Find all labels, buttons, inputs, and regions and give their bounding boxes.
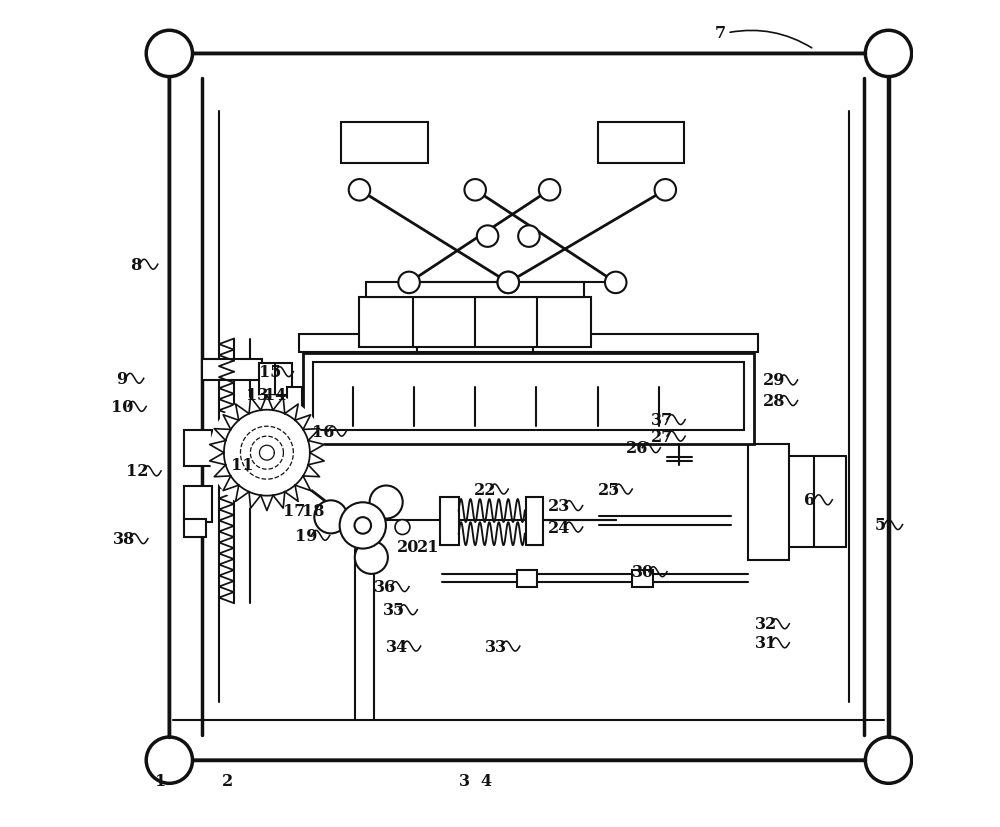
Bar (313, 362, 744, 430)
Text: 26: 26 (626, 440, 648, 457)
Bar (303, 354, 754, 445)
Text: 18: 18 (302, 503, 324, 519)
Text: 29: 29 (763, 372, 785, 389)
Text: 3: 3 (459, 772, 470, 790)
Text: 27: 27 (650, 428, 673, 445)
Bar (748, 445, 789, 561)
Text: 22: 22 (474, 481, 496, 498)
Text: 38: 38 (113, 530, 135, 547)
Circle shape (349, 179, 370, 201)
Circle shape (518, 226, 540, 247)
Text: 16: 16 (312, 423, 334, 440)
Bar (359, 298, 591, 347)
Text: 28: 28 (763, 393, 785, 409)
Text: 19: 19 (295, 527, 317, 544)
Circle shape (865, 31, 912, 78)
Bar (184, 519, 206, 538)
Text: 6: 6 (804, 492, 815, 509)
Text: 20: 20 (397, 538, 419, 556)
FancyBboxPatch shape (169, 55, 889, 760)
Bar (526, 498, 543, 546)
Circle shape (464, 179, 486, 201)
Text: 9: 9 (116, 370, 127, 387)
Circle shape (340, 503, 386, 549)
Bar (598, 123, 684, 165)
Text: 4: 4 (480, 772, 491, 790)
Bar (341, 123, 428, 165)
Bar (299, 334, 758, 352)
Text: 36: 36 (374, 578, 396, 595)
Circle shape (398, 272, 420, 294)
Bar (517, 571, 537, 587)
Text: 17: 17 (283, 503, 305, 519)
Bar (632, 571, 653, 587)
Text: 37: 37 (650, 412, 673, 428)
Bar (184, 430, 212, 466)
Text: 23: 23 (548, 498, 570, 514)
Bar (184, 486, 212, 523)
Circle shape (865, 737, 912, 783)
Text: 25: 25 (598, 481, 620, 498)
Text: 2: 2 (221, 772, 233, 790)
Text: 10: 10 (111, 399, 134, 415)
Circle shape (498, 272, 519, 294)
Circle shape (655, 179, 676, 201)
Text: 35: 35 (383, 601, 405, 619)
Text: 33: 33 (485, 638, 507, 655)
Circle shape (146, 737, 193, 783)
Text: 7: 7 (715, 26, 726, 42)
Text: 12: 12 (126, 463, 149, 480)
Text: 13: 13 (246, 387, 268, 404)
Circle shape (146, 31, 193, 78)
Bar (440, 498, 459, 546)
Circle shape (355, 518, 371, 534)
Bar (287, 387, 302, 420)
Text: 31: 31 (755, 634, 777, 652)
Text: 5: 5 (874, 517, 886, 533)
Circle shape (539, 179, 560, 201)
Text: 8: 8 (130, 256, 141, 274)
Circle shape (498, 272, 519, 294)
Circle shape (395, 520, 410, 535)
Text: 15: 15 (259, 364, 281, 380)
Text: 24: 24 (548, 519, 570, 536)
Text: 21: 21 (417, 538, 440, 556)
Circle shape (209, 395, 325, 511)
Text: 1: 1 (155, 772, 167, 790)
Circle shape (370, 486, 403, 519)
Text: 11: 11 (231, 457, 254, 473)
Bar (202, 360, 262, 380)
Circle shape (605, 272, 626, 294)
Circle shape (355, 541, 388, 574)
Bar (366, 283, 584, 298)
Bar (259, 364, 292, 395)
Circle shape (477, 226, 498, 247)
Text: 30: 30 (632, 563, 654, 581)
Circle shape (314, 500, 347, 533)
Text: 32: 32 (755, 615, 777, 633)
Text: 14: 14 (264, 387, 287, 404)
Text: 34: 34 (386, 638, 408, 655)
